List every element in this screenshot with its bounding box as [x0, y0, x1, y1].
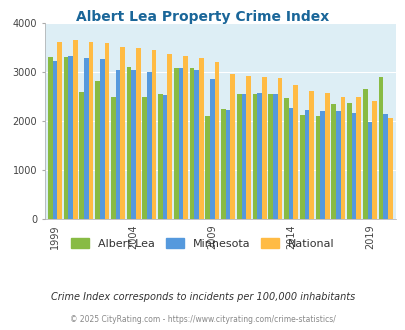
- Bar: [57, 42, 62, 219]
- Bar: [48, 57, 52, 219]
- Bar: [387, 118, 392, 219]
- Bar: [131, 70, 136, 219]
- Bar: [257, 93, 261, 219]
- Bar: [115, 70, 120, 219]
- Text: Albert Lea Property Crime Index: Albert Lea Property Crime Index: [76, 10, 329, 24]
- Bar: [214, 62, 219, 219]
- Bar: [167, 54, 172, 219]
- Bar: [261, 77, 266, 219]
- Bar: [371, 101, 376, 219]
- Bar: [382, 114, 387, 219]
- Bar: [330, 104, 335, 219]
- Bar: [225, 110, 230, 219]
- Text: © 2025 CityRating.com - https://www.cityrating.com/crime-statistics/: © 2025 CityRating.com - https://www.city…: [70, 315, 335, 324]
- Bar: [284, 98, 288, 219]
- Bar: [126, 67, 131, 219]
- Bar: [209, 79, 214, 219]
- Bar: [104, 43, 109, 219]
- Bar: [252, 94, 257, 219]
- Bar: [158, 94, 162, 219]
- Legend: Albert Lea, Minnesota, National: Albert Lea, Minnesota, National: [67, 234, 338, 253]
- Bar: [189, 68, 194, 219]
- Bar: [362, 89, 367, 219]
- Bar: [367, 121, 371, 219]
- Bar: [236, 94, 241, 219]
- Bar: [268, 94, 272, 219]
- Bar: [178, 68, 183, 219]
- Bar: [230, 74, 234, 219]
- Bar: [299, 115, 304, 219]
- Bar: [340, 97, 345, 219]
- Bar: [79, 92, 84, 219]
- Bar: [147, 72, 151, 219]
- Bar: [241, 94, 246, 219]
- Bar: [111, 97, 115, 219]
- Bar: [100, 59, 104, 219]
- Bar: [272, 94, 277, 219]
- Bar: [315, 116, 320, 219]
- Bar: [277, 78, 282, 219]
- Bar: [84, 58, 89, 219]
- Bar: [173, 68, 178, 219]
- Bar: [293, 85, 298, 219]
- Bar: [52, 61, 57, 219]
- Bar: [246, 76, 250, 219]
- Bar: [136, 48, 141, 219]
- Bar: [320, 112, 324, 219]
- Bar: [142, 97, 147, 219]
- Bar: [162, 95, 167, 219]
- Bar: [324, 93, 329, 219]
- Bar: [377, 77, 382, 219]
- Bar: [194, 70, 198, 219]
- Bar: [95, 81, 100, 219]
- Bar: [205, 116, 209, 219]
- Bar: [304, 111, 309, 219]
- Bar: [183, 56, 188, 219]
- Bar: [309, 91, 313, 219]
- Bar: [346, 103, 351, 219]
- Bar: [151, 50, 156, 219]
- Bar: [64, 57, 68, 219]
- Bar: [335, 112, 340, 219]
- Bar: [356, 97, 360, 219]
- Bar: [89, 42, 93, 219]
- Bar: [120, 47, 125, 219]
- Bar: [73, 40, 77, 219]
- Bar: [351, 113, 356, 219]
- Bar: [198, 58, 203, 219]
- Bar: [220, 110, 225, 219]
- Bar: [68, 56, 73, 219]
- Text: Crime Index corresponds to incidents per 100,000 inhabitants: Crime Index corresponds to incidents per…: [51, 292, 354, 302]
- Bar: [288, 108, 293, 219]
